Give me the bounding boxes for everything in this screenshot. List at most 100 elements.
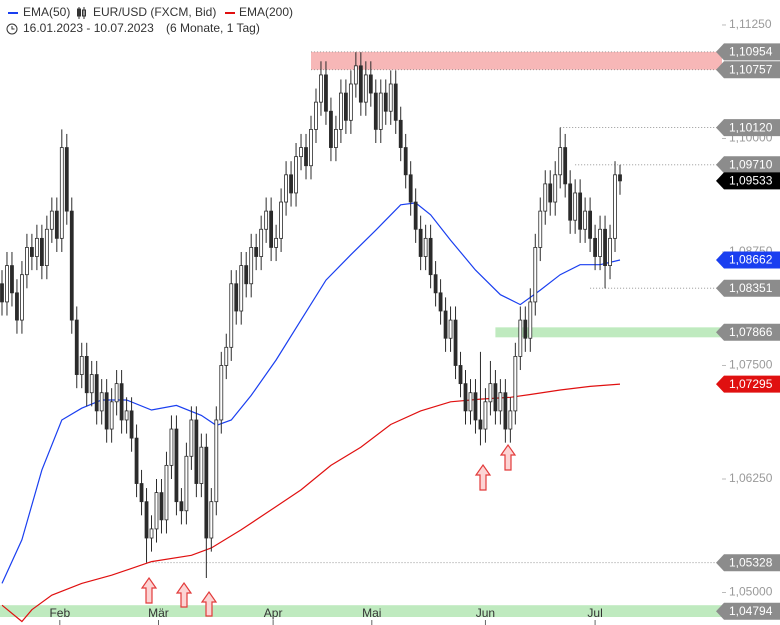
candle-body xyxy=(578,192,583,230)
level-box xyxy=(716,554,780,572)
ema-line xyxy=(1,383,621,623)
candle-body xyxy=(269,210,274,248)
level-box xyxy=(716,119,780,137)
level-box xyxy=(716,323,780,341)
candle-body xyxy=(523,319,528,339)
candle-body xyxy=(10,265,14,294)
arrows xyxy=(140,443,517,617)
level-box xyxy=(716,602,780,620)
candle-body xyxy=(478,419,483,430)
y-tick-label: 1,11250 xyxy=(729,17,772,31)
level-box xyxy=(716,279,780,297)
candle-body xyxy=(219,365,224,421)
candle-body xyxy=(543,183,548,212)
candle-body xyxy=(239,265,244,312)
candle-body xyxy=(453,319,458,366)
candle-body xyxy=(348,83,353,121)
candle-body xyxy=(408,174,413,203)
candle-body xyxy=(518,319,523,357)
level-box xyxy=(716,172,780,190)
candle-body xyxy=(84,356,89,394)
candle-body xyxy=(388,83,393,112)
candle-body xyxy=(79,356,84,375)
candle-body xyxy=(613,174,617,239)
candle-body xyxy=(533,247,538,303)
candle-body xyxy=(284,174,288,203)
y-tick-label: 1,07500 xyxy=(729,358,773,372)
legend-label: EMA(50) xyxy=(23,5,70,19)
candle-body xyxy=(413,201,418,230)
arrow xyxy=(499,443,517,471)
candle-icon xyxy=(77,7,86,19)
candle-body xyxy=(339,92,343,130)
candle-body xyxy=(49,210,54,230)
candle-body xyxy=(304,147,308,167)
candle-body xyxy=(249,247,254,285)
candle-body xyxy=(204,446,209,539)
y-tick-label: 1,06250 xyxy=(729,471,773,485)
candle-body xyxy=(393,83,398,121)
candle-body xyxy=(99,392,104,412)
candle-body xyxy=(64,147,69,212)
indicator-lines xyxy=(1,202,621,623)
arrow xyxy=(200,590,218,617)
candle-body xyxy=(353,65,358,85)
candle-body xyxy=(0,283,4,303)
candle-body xyxy=(618,174,622,182)
level-label: 1,07295 xyxy=(729,377,773,391)
level-label: 1,10120 xyxy=(729,120,773,134)
level-label: 1,07866 xyxy=(729,325,773,339)
candle-body xyxy=(538,210,543,248)
legend-label: EMA(200) xyxy=(239,5,293,19)
period: (6 Monate, 1 Tag) xyxy=(166,21,260,35)
x-tick-label: Jun xyxy=(476,606,495,620)
arrow xyxy=(175,581,193,608)
x-tick-label: Feb xyxy=(49,606,70,620)
candle-body xyxy=(89,374,94,394)
candle-body xyxy=(314,101,318,130)
candle-body xyxy=(553,174,558,203)
candle-body xyxy=(503,392,508,430)
candle-body xyxy=(149,528,154,539)
axis: 1,050001,062501,075001,087501,100001,112… xyxy=(49,17,773,625)
candle-body xyxy=(159,492,164,521)
level-label: 1,05328 xyxy=(729,555,773,569)
level-label: 1,08351 xyxy=(729,281,773,295)
candle-body xyxy=(378,92,383,130)
candle-body xyxy=(548,183,553,203)
candle-body xyxy=(398,119,403,148)
candle-body xyxy=(224,346,229,366)
candle-body xyxy=(383,92,388,112)
candle-body xyxy=(174,428,179,503)
candle-body xyxy=(104,392,109,430)
candle-body xyxy=(458,365,463,385)
level-box xyxy=(716,251,780,269)
candle-body xyxy=(309,128,313,167)
candle-body xyxy=(463,383,468,412)
candle-body xyxy=(134,437,139,484)
candle-body xyxy=(334,128,338,148)
candle-body xyxy=(5,265,9,303)
candle-body xyxy=(25,247,29,276)
candle-body xyxy=(20,274,24,321)
candle-body xyxy=(274,237,279,248)
zone xyxy=(0,605,722,618)
candle-body xyxy=(423,237,428,257)
candle-body xyxy=(254,247,259,257)
candle-body xyxy=(608,237,612,267)
candle-body xyxy=(598,228,602,257)
candle-body xyxy=(418,228,423,257)
candle-body xyxy=(234,283,239,312)
candle-body xyxy=(39,237,44,267)
legend-bg xyxy=(0,3,268,37)
candle-body xyxy=(189,419,194,457)
y-tick-label: 1,05000 xyxy=(729,585,773,599)
level-label: 1,08662 xyxy=(729,253,773,267)
candle-body xyxy=(214,419,219,503)
legend-label: EUR/USD (FXCM, Bid) xyxy=(93,5,216,19)
candle-body xyxy=(54,210,59,239)
candle-body xyxy=(329,110,333,148)
candle-body xyxy=(169,428,174,466)
level-box xyxy=(716,61,780,79)
